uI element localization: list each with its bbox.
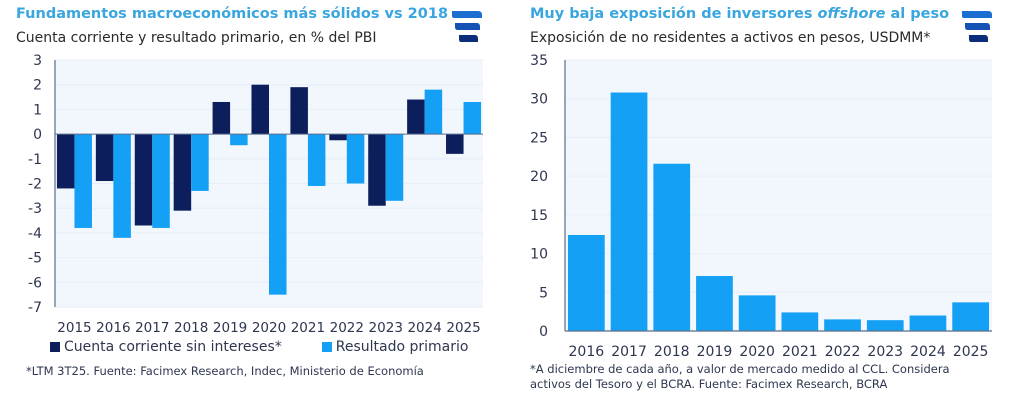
y-tick-label: 0 bbox=[33, 127, 42, 143]
x-tick-label: 2023 bbox=[867, 344, 903, 360]
bar-current-account bbox=[251, 84, 269, 135]
chart-subtitle: Cuenta corriente y resultado primario, e… bbox=[16, 30, 377, 46]
y-tick-label: 30 bbox=[530, 92, 548, 108]
bar-primary-result bbox=[307, 134, 326, 186]
legend-item-current-account: Cuenta corriente sin intereses* bbox=[50, 339, 282, 355]
chart-legend: Cuenta corriente sin intereses* Resultad… bbox=[50, 339, 508, 355]
facimex-logo-icon bbox=[962, 11, 992, 42]
x-tick-label: 2017 bbox=[611, 344, 647, 360]
bar-exposure bbox=[866, 320, 904, 331]
x-tick-label: 2018 bbox=[654, 344, 690, 360]
source-note-line: *A diciembre de cada año, a valor de mer… bbox=[530, 362, 950, 376]
chart-title: Muy baja exposición de inversores offsho… bbox=[530, 6, 949, 22]
y-tick-label: 15 bbox=[530, 208, 548, 224]
y-tick-label: 1 bbox=[33, 102, 42, 118]
x-tick-label: 2025 bbox=[446, 320, 480, 336]
x-tick-label: 2015 bbox=[57, 320, 91, 336]
x-tick-label: 2024 bbox=[910, 344, 946, 360]
title-part-italic: offshore bbox=[817, 6, 886, 22]
y-tick-label: -6 bbox=[28, 275, 42, 291]
bar-exposure bbox=[781, 312, 819, 331]
chart-title: Fundamentos macroeconómicos más sólidos … bbox=[16, 6, 449, 22]
bar-exposure bbox=[909, 315, 947, 331]
x-tick-label: 2022 bbox=[330, 320, 364, 336]
current-account-chart-panel: Fundamentos macroeconómicos más sólidos … bbox=[16, 6, 508, 378]
bar-primary-result bbox=[269, 134, 287, 295]
legend-swatch-dark bbox=[50, 342, 60, 352]
bar-primary-result bbox=[463, 101, 482, 135]
bar-current-account bbox=[95, 134, 114, 182]
bar-exposure bbox=[610, 92, 648, 332]
bar-exposure bbox=[696, 276, 733, 331]
y-tick-label: -7 bbox=[28, 300, 42, 316]
bar-primary-result bbox=[74, 134, 92, 228]
source-note: *LTM 3T25. Fuente: Facimex Research, Ind… bbox=[26, 364, 424, 378]
chart-subtitle: Exposición de no residentes a activos en… bbox=[530, 30, 931, 46]
y-tick-label: 35 bbox=[530, 53, 548, 69]
y-tick-label: -3 bbox=[28, 201, 42, 217]
y-tick-label: -2 bbox=[28, 177, 42, 193]
bar-exposure bbox=[824, 319, 861, 331]
bar-current-account bbox=[290, 87, 308, 135]
x-tick-label: 2020 bbox=[739, 344, 775, 360]
bar-current-account bbox=[56, 134, 75, 189]
bar-primary-result bbox=[424, 89, 443, 135]
x-tick-label: 2021 bbox=[782, 344, 818, 360]
legend-label: Cuenta corriente sin intereses* bbox=[64, 339, 282, 355]
y-tick-label: -4 bbox=[28, 226, 42, 242]
x-tick-label: 2021 bbox=[291, 320, 325, 336]
source-note: *A diciembre de cada año, a valor de mer… bbox=[530, 362, 950, 392]
bar-current-account bbox=[368, 134, 386, 206]
bar-primary-result bbox=[113, 134, 131, 238]
x-tick-label: 2017 bbox=[135, 320, 169, 336]
y-tick-label: 0 bbox=[539, 324, 548, 340]
x-tick-label: 2019 bbox=[213, 320, 247, 336]
bar-primary-result bbox=[152, 134, 170, 228]
x-tick-label: 2020 bbox=[252, 320, 286, 336]
bar-current-account bbox=[173, 134, 192, 211]
x-tick-label: 2022 bbox=[825, 344, 861, 360]
y-tick-label: -1 bbox=[28, 152, 42, 168]
bar-exposure bbox=[738, 295, 776, 331]
bar-exposure bbox=[567, 234, 605, 331]
y-tick-label: 20 bbox=[530, 169, 548, 185]
bar-current-account bbox=[407, 99, 425, 135]
bar-primary-result bbox=[385, 134, 404, 201]
source-note-line: activos del Tesoro y el BCRA. Fuente: Fa… bbox=[530, 377, 888, 391]
bar-primary-result bbox=[230, 134, 248, 146]
offshore-exposure-bar-chart: 35 30 25 20 15 10 5 0 2016 2017 2018 2019 2020 2021 20… bbox=[530, 53, 992, 360]
y-tick-label: 25 bbox=[530, 130, 548, 146]
x-tick-label: 2023 bbox=[369, 320, 403, 336]
title-part: al peso bbox=[885, 6, 950, 22]
bar-current-account bbox=[446, 134, 464, 154]
bar-current-account bbox=[212, 101, 231, 135]
x-tick-label: 2016 bbox=[569, 344, 605, 360]
facimex-logo-icon bbox=[452, 11, 482, 42]
x-tick-label: 2018 bbox=[174, 320, 208, 336]
y-tick-label: 5 bbox=[539, 285, 548, 301]
offshore-exposure-chart-panel: Muy baja exposición de inversores offsho… bbox=[512, 0, 1024, 403]
legend-swatch-light bbox=[321, 342, 332, 352]
bar-current-account bbox=[329, 134, 347, 141]
x-tick-label: 2024 bbox=[407, 320, 441, 336]
y-tick-label: -5 bbox=[28, 251, 42, 267]
bar-exposure bbox=[653, 163, 691, 331]
current-account-bar-chart: 3 2 1 0 -1 -2 -3 -4 -5 -6 -7 2015 2016 2017 2018 2019 20… bbox=[28, 53, 483, 336]
y-tick-label: 10 bbox=[530, 247, 548, 263]
bar-primary-result bbox=[191, 134, 209, 191]
title-part: Muy baja exposición de inversores bbox=[530, 6, 818, 22]
bar-primary-result bbox=[346, 134, 365, 184]
x-tick-label: 2019 bbox=[697, 344, 733, 360]
legend-item-primary-result: Resultado primario bbox=[321, 339, 469, 355]
y-tick-label: 3 bbox=[33, 53, 42, 69]
legend-label: Resultado primario bbox=[335, 339, 469, 355]
y-tick-label: 2 bbox=[33, 78, 42, 94]
x-tick-label: 2016 bbox=[96, 320, 130, 336]
bar-current-account bbox=[134, 134, 153, 226]
x-tick-label: 2025 bbox=[953, 344, 989, 360]
bar-exposure bbox=[952, 302, 990, 331]
